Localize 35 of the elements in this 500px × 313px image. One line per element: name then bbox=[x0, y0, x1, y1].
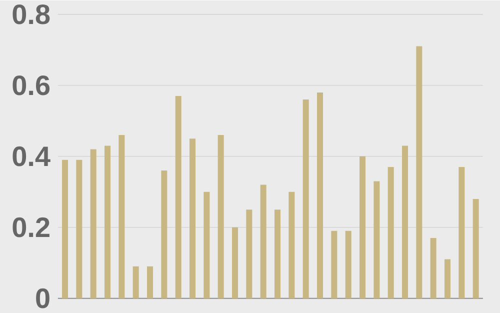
bar bbox=[374, 181, 380, 298]
y-tick-label: 0 bbox=[36, 288, 50, 308]
bar bbox=[232, 227, 238, 298]
bar bbox=[90, 149, 96, 298]
bar bbox=[190, 138, 196, 298]
bar bbox=[104, 146, 111, 298]
bar bbox=[62, 160, 68, 298]
bar bbox=[430, 238, 436, 298]
bar bbox=[472, 198, 479, 298]
bar bbox=[260, 184, 266, 298]
bar bbox=[118, 134, 125, 298]
bar bbox=[76, 160, 82, 298]
y-tick-label: 0.6 bbox=[12, 75, 50, 96]
y-tick-label: 0.4 bbox=[12, 146, 50, 166]
bar bbox=[331, 230, 338, 298]
bar bbox=[345, 230, 352, 298]
bar bbox=[317, 92, 323, 298]
bar bbox=[458, 166, 465, 298]
bar bbox=[302, 99, 309, 298]
bar bbox=[444, 259, 450, 298]
bar bbox=[360, 156, 366, 298]
bar bbox=[175, 96, 182, 298]
bar bbox=[204, 192, 210, 298]
bar bbox=[161, 170, 168, 298]
bar bbox=[246, 209, 252, 298]
bar bbox=[274, 209, 281, 298]
bar bbox=[132, 266, 139, 298]
bar bbox=[147, 266, 154, 298]
bar bbox=[402, 146, 408, 298]
bar bbox=[288, 192, 295, 298]
bar bbox=[388, 166, 394, 298]
y-tick-label: 0.2 bbox=[12, 217, 50, 238]
bar bbox=[218, 134, 224, 298]
y-tick-label: 0.8 bbox=[12, 4, 50, 24]
bar bbox=[416, 46, 422, 298]
